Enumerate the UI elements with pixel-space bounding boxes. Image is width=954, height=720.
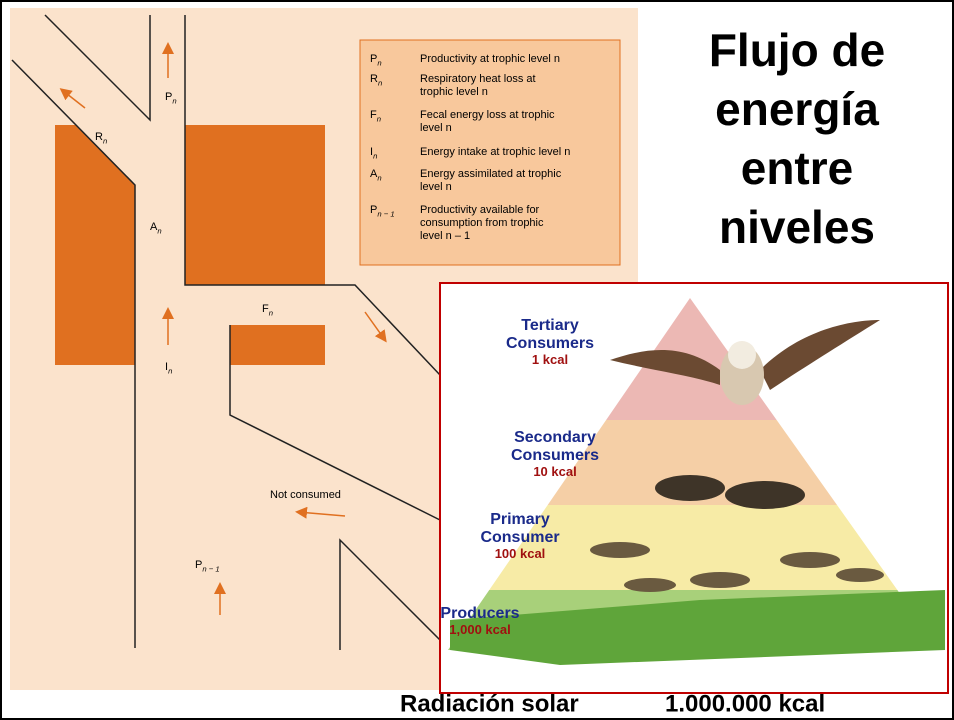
level-energy: 10 kcal — [533, 464, 576, 479]
flow-label-sub: n — [157, 226, 161, 235]
legend-text: Energy assimilated at trophic — [420, 168, 562, 180]
legend-text: level n — [420, 122, 452, 134]
legend-symbol-sub: n — [377, 114, 381, 123]
flow-label-sub: n — [168, 366, 172, 375]
legend-text: Productivity available for — [420, 204, 540, 216]
not-consumed-label: Not consumed — [270, 489, 341, 501]
level-energy: 100 kcal — [495, 546, 546, 561]
title-line: entre — [741, 142, 853, 194]
footer-source: Radiación solar — [400, 690, 579, 717]
title-line: niveles — [719, 201, 875, 253]
flow-label: P — [195, 559, 202, 571]
legend-text: Respiratory heat loss at — [420, 73, 536, 85]
level-energy: 1,000 kcal — [449, 622, 510, 637]
level-name: Tertiary — [521, 317, 579, 334]
legend-text: trophic level n — [420, 86, 488, 98]
legend-text: level n — [420, 181, 452, 193]
legend-symbol-sub: n — [373, 151, 377, 160]
flow-label-sub: n − 1 — [202, 564, 219, 573]
title-line: Flujo de — [709, 24, 885, 76]
level-name: Consumers — [511, 447, 599, 464]
level-name: Consumer — [480, 529, 559, 546]
legend-text: level n – 1 — [420, 230, 470, 242]
legend-symbol-sub: n — [377, 58, 381, 67]
level-name: Primary — [490, 511, 550, 528]
legend-text: Energy intake at trophic level n — [420, 146, 570, 158]
title-line: energía — [715, 83, 879, 135]
slide: Pn Productivity at trophic level n Rn Respi… — [0, 0, 954, 720]
flow-label: P — [165, 91, 172, 103]
legend-symbol: P — [370, 204, 377, 216]
flow-label-sub: n — [172, 96, 176, 105]
legend-symbol-sub: n — [378, 78, 382, 87]
legend-symbol-sub: n — [377, 173, 381, 182]
level-name: Secondary — [514, 429, 596, 446]
level-name: Producers — [440, 605, 519, 622]
flow-label: R — [95, 131, 103, 143]
level-name: Consumers — [506, 335, 594, 352]
legend-text: Fecal energy loss at trophic — [420, 109, 555, 121]
footer-energy: 1.000.000 kcal — [665, 690, 825, 717]
flow-label-sub: n — [103, 136, 107, 145]
legend-symbol: R — [370, 73, 378, 85]
legend-text: Productivity at trophic level n — [420, 53, 560, 65]
legend-symbol: P — [370, 53, 377, 65]
flow-label-sub: n — [269, 308, 273, 317]
legend-text: consumption from trophic — [420, 217, 544, 229]
legend-symbol-sub: n − 1 — [377, 209, 394, 218]
level-energy: 1 kcal — [532, 352, 568, 367]
